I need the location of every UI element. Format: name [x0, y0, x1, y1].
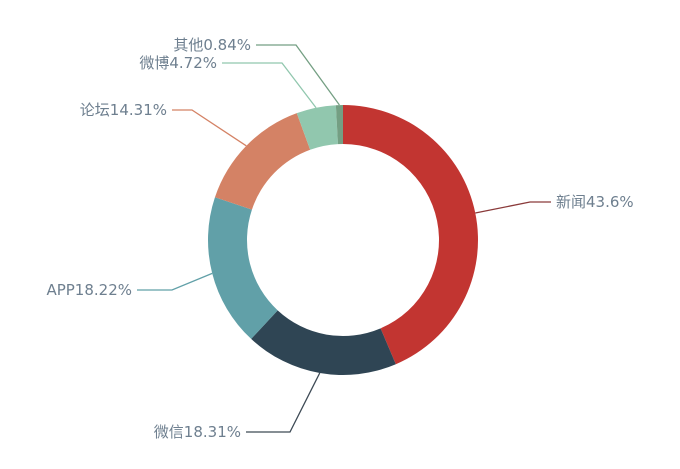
slice-label-1: 微信18.31%: [154, 423, 241, 441]
slice-label-3: 论坛14.31%: [80, 101, 167, 119]
leader-line-3: [172, 109, 247, 147]
leader-line-2: [137, 272, 213, 291]
slice-3[interactable]: [214, 113, 311, 210]
slice-1[interactable]: [251, 310, 396, 375]
slice-label-2: APP18.22%: [46, 281, 132, 299]
leader-line-4: [222, 62, 317, 109]
leader-line-1: [246, 372, 321, 433]
leader-line-5: [256, 44, 340, 106]
leader-line-0: [475, 201, 551, 214]
slice-2[interactable]: [208, 197, 278, 339]
slice-5[interactable]: [335, 105, 343, 145]
slice-4[interactable]: [296, 105, 338, 150]
slice-label-5: 其他0.84%: [173, 36, 251, 54]
slice-label-0: 新闻43.6%: [556, 193, 634, 211]
slice-0[interactable]: [343, 105, 478, 365]
slice-label-4: 微博4.72%: [139, 54, 217, 72]
